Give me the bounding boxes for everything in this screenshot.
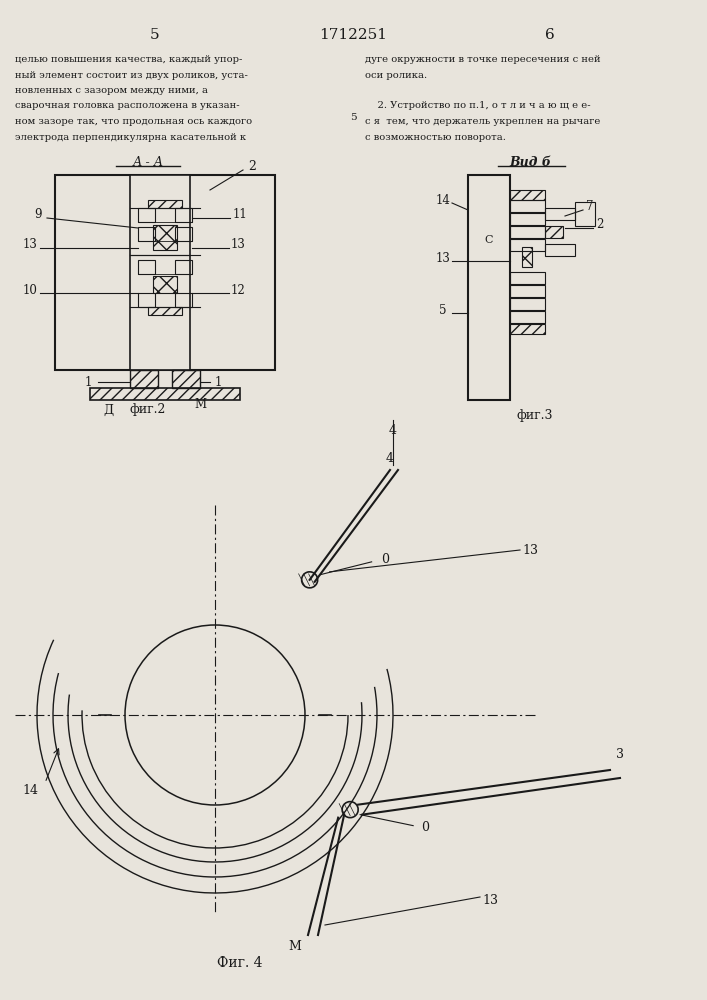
Text: 3: 3 (616, 748, 624, 762)
Text: 1712251: 1712251 (319, 28, 387, 42)
Text: ном зазоре так, что продольная ось каждого: ном зазоре так, что продольная ось каждо… (15, 117, 252, 126)
Text: ный элемент состоит из двух роликов, уста-: ный элемент состоит из двух роликов, уст… (15, 70, 248, 80)
Bar (510, 190, 545, 200)
Bar (468, 175, 510, 400)
Text: 1: 1 (214, 375, 222, 388)
Text: дуге окружности в точке пересечения с ней: дуге окружности в точке пересечения с не… (365, 55, 601, 64)
Bar (575, 202, 595, 226)
Text: 2: 2 (248, 160, 256, 174)
Text: 5: 5 (439, 304, 447, 316)
Text: 2: 2 (596, 219, 604, 232)
Text: А - А: А - А (132, 156, 163, 169)
Bar (510, 272, 545, 284)
Text: Д: Д (103, 403, 113, 416)
Text: 0: 0 (421, 821, 429, 834)
Bar (148, 307, 182, 315)
Bar (510, 239, 545, 251)
Text: 5: 5 (150, 28, 160, 42)
Text: 4: 4 (389, 424, 397, 436)
Bar (510, 311, 545, 323)
Bar (522, 247, 532, 267)
Text: 7: 7 (586, 200, 594, 214)
Text: Вид б: Вид б (509, 156, 551, 169)
Bar (90, 388, 240, 400)
Text: 0: 0 (380, 553, 389, 566)
Text: 4: 4 (386, 452, 394, 464)
Bar (510, 226, 545, 238)
Bar (545, 226, 563, 238)
Text: 9: 9 (34, 209, 42, 222)
Text: сварочная головка расположена в указан-: сварочная головка расположена в указан- (15, 102, 240, 110)
Text: 5: 5 (350, 113, 356, 122)
Text: фиг.3: фиг.3 (517, 408, 554, 422)
Text: 13: 13 (522, 544, 538, 556)
Text: 13: 13 (436, 251, 450, 264)
Text: 13: 13 (230, 238, 245, 251)
Text: 11: 11 (233, 209, 247, 222)
Bar (153, 276, 177, 293)
Text: 13: 13 (23, 238, 37, 251)
Text: целью повышения качества, каждый упор-: целью повышения качества, каждый упор- (15, 55, 243, 64)
Bar (510, 200, 545, 212)
Bar (148, 200, 182, 208)
Text: электрода перпендикулярна касательной к: электрода перпендикулярна касательной к (15, 132, 246, 141)
Bar (172, 370, 200, 388)
Bar (153, 225, 177, 250)
Bar (175, 208, 192, 222)
Bar (175, 260, 192, 274)
Bar (510, 298, 545, 310)
Bar (130, 175, 190, 370)
Bar (545, 244, 575, 256)
Bar (510, 324, 545, 334)
Text: оси ролика.: оси ролика. (365, 70, 427, 80)
Text: с я  тем, что держатель укреплен на рычаге: с я тем, что держатель укреплен на рычаг… (365, 117, 600, 126)
Text: 6: 6 (545, 28, 555, 42)
Text: М: М (288, 940, 301, 954)
Bar (138, 227, 155, 241)
Text: С: С (485, 235, 493, 245)
Bar (130, 370, 158, 388)
Bar (510, 285, 545, 297)
Text: 14: 14 (22, 784, 38, 796)
Text: с возможностью поворота.: с возможностью поворота. (365, 132, 506, 141)
Bar (175, 227, 192, 241)
Text: 12: 12 (230, 284, 245, 296)
Text: 2. Устройство по п.1, о т л и ч а ю щ е е-: 2. Устройство по п.1, о т л и ч а ю щ е … (365, 102, 590, 110)
Bar (510, 213, 545, 225)
Text: М: М (194, 398, 206, 412)
Bar (175, 293, 192, 307)
Bar (138, 293, 155, 307)
Text: 13: 13 (482, 894, 498, 906)
Bar (545, 208, 575, 220)
Bar (138, 260, 155, 274)
Text: 14: 14 (436, 194, 450, 207)
Text: новленных с зазором между ними, а: новленных с зазором между ними, а (15, 86, 208, 95)
Text: 10: 10 (23, 284, 37, 296)
Bar (55, 175, 275, 370)
Bar (138, 208, 155, 222)
Text: фиг.2: фиг.2 (130, 403, 166, 416)
Text: 1: 1 (84, 375, 92, 388)
Text: Фиг. 4: Фиг. 4 (217, 956, 263, 970)
